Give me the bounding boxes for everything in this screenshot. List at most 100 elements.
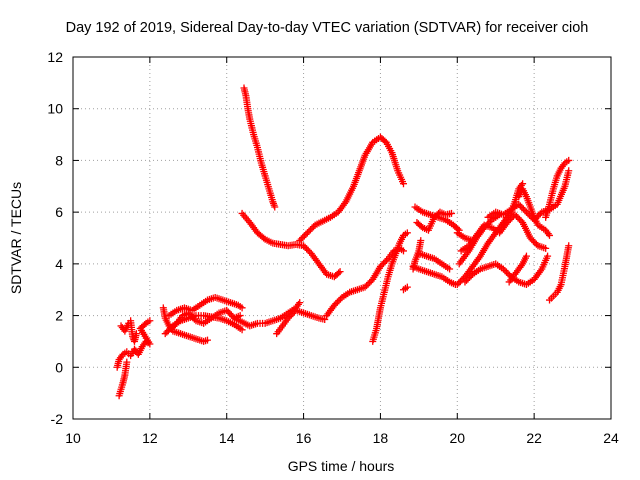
y-tick-labels: -2 0 2 4 6 8 10 12 — [47, 49, 63, 427]
chart-title: Day 192 of 2019, Sidereal Day-to-day VTE… — [66, 20, 589, 36]
series-arc-n — [369, 229, 411, 345]
data-point — [531, 239, 539, 247]
data-point — [528, 236, 536, 244]
x-tick-label: 24 — [603, 430, 619, 446]
x-axis-label: GPS time / hours — [288, 458, 395, 474]
series-arc-l — [273, 306, 329, 338]
data-point — [287, 311, 295, 319]
series-arc-dd — [546, 242, 573, 304]
x-tick-label: 12 — [142, 430, 158, 446]
data-point — [448, 209, 456, 217]
x-tick-label: 10 — [65, 430, 81, 446]
data-point — [366, 278, 374, 286]
x-tick-label: 18 — [373, 430, 389, 446]
data-point — [514, 214, 522, 222]
data-point — [403, 283, 411, 291]
data-point — [223, 306, 231, 314]
data-point — [361, 283, 369, 291]
y-tick-label: 0 — [55, 359, 63, 375]
data-point — [503, 218, 511, 226]
data-point — [321, 315, 329, 323]
series-arc-s — [409, 262, 459, 289]
data-point — [238, 326, 246, 334]
data-point — [123, 358, 131, 366]
series-arc-a — [113, 317, 154, 371]
y-tick-label: 2 — [55, 308, 63, 324]
data-point — [304, 246, 312, 254]
data-point — [336, 268, 344, 276]
y-tick-label: 4 — [55, 256, 63, 272]
data-point — [518, 203, 526, 211]
data-point — [515, 200, 523, 208]
series-arc-d — [159, 304, 211, 345]
data-point — [464, 275, 472, 283]
data-point — [286, 313, 294, 321]
data-points — [113, 84, 573, 400]
data-point — [302, 230, 310, 238]
grid-lines — [73, 57, 611, 419]
data-point — [399, 180, 407, 188]
plot-area-border — [72, 56, 612, 420]
series-arc-cc — [542, 156, 573, 221]
data-point — [529, 237, 537, 245]
data-point — [332, 300, 340, 308]
data-point — [296, 237, 304, 245]
data-point — [501, 267, 509, 275]
y-tick-label: 10 — [47, 101, 63, 117]
data-point — [511, 211, 519, 219]
data-point — [499, 265, 507, 273]
data-point — [521, 207, 529, 215]
data-point — [330, 301, 338, 309]
data-point — [522, 208, 530, 216]
series-arc-r — [413, 208, 456, 234]
data-point — [299, 233, 307, 241]
x-tick-label: 22 — [526, 430, 542, 446]
y-tick-label: 6 — [55, 204, 63, 220]
data-point — [461, 278, 469, 286]
data-point — [297, 235, 305, 243]
series-arc-g — [167, 306, 244, 332]
data-point — [204, 336, 211, 344]
data-point — [300, 232, 308, 240]
data-point — [506, 215, 514, 223]
data-point — [565, 167, 573, 175]
data-point — [546, 231, 554, 239]
series-arc-b — [115, 358, 131, 400]
data-point — [301, 243, 309, 251]
data-point — [526, 234, 534, 242]
series-arc-z — [505, 252, 530, 286]
data-point — [226, 310, 234, 318]
data-point — [187, 312, 195, 320]
data-point — [502, 268, 510, 276]
data-point — [516, 202, 524, 210]
x-tick-label: 16 — [296, 430, 312, 446]
data-point — [522, 252, 530, 260]
data-point — [519, 205, 527, 213]
data-point — [300, 242, 308, 250]
data-point — [505, 217, 513, 225]
data-point — [508, 214, 516, 222]
series-arc-o — [399, 283, 411, 294]
data-point — [504, 270, 512, 278]
series-arc-bb — [515, 185, 554, 239]
series-arc-f — [165, 293, 246, 320]
data-point — [186, 311, 194, 319]
series-arc-q — [411, 203, 463, 234]
data-point — [227, 311, 235, 319]
data-point — [163, 328, 171, 336]
data-point — [565, 242, 573, 250]
data-point — [376, 262, 384, 270]
series-arc-m — [323, 244, 407, 320]
data-point — [308, 224, 316, 232]
data-point — [364, 280, 372, 288]
series-arc-j — [296, 133, 407, 245]
data-point — [335, 269, 343, 277]
data-point — [224, 308, 232, 316]
y-tick-label: -2 — [51, 411, 64, 427]
data-point — [455, 279, 463, 287]
y-axis-label: SDTVAR / TECUs — [8, 182, 24, 294]
data-point — [306, 226, 314, 234]
x-tick-label: 20 — [449, 430, 465, 446]
